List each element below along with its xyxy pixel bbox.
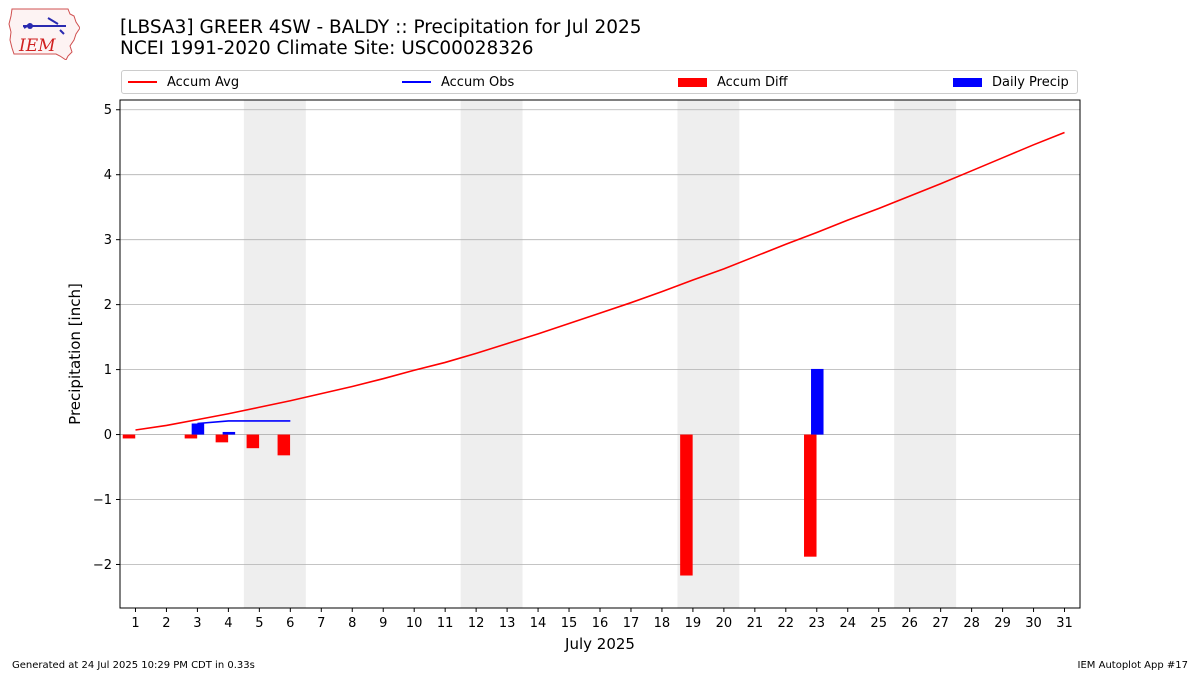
x-tick-label: 14 [530, 616, 547, 631]
legend-swatch-daily-precip [953, 77, 982, 87]
legend-item-daily-precip: Daily Precip [953, 74, 1069, 90]
x-tick-label: 1 [131, 616, 139, 631]
weekend-band-2 [460, 100, 523, 608]
y-tick-label: 3 [104, 233, 112, 248]
chart-title: [LBSA3] GREER 4SW - BALDY :: Precipitati… [120, 17, 642, 59]
y-tick-label: 5 [104, 103, 112, 118]
y-axis-label: Precipitation [inch] [66, 283, 84, 425]
legend-item-accum-diff: Accum Diff [678, 74, 788, 90]
x-tick-label: 17 [623, 616, 640, 631]
x-tick-label: 11 [437, 616, 454, 631]
legend-swatch-accum-avg [128, 81, 157, 83]
x-tick-label: 8 [348, 616, 356, 631]
x-tick-label: 19 [685, 616, 702, 631]
title-line-1: [LBSA3] GREER 4SW - BALDY :: Precipitati… [120, 17, 642, 38]
legend: Accum Avg Accum Obs Accum Diff Daily Pre… [121, 70, 1078, 94]
accum-diff-bar-day-4 [215, 434, 229, 443]
x-tick-label: 6 [286, 616, 294, 631]
y-tick-label: 1 [104, 363, 112, 378]
x-tick-label: 29 [994, 616, 1011, 631]
legend-swatch-accum-diff [678, 77, 707, 87]
app-label: IEM Autoplot App #17 [1077, 660, 1188, 671]
x-tick-label: 23 [809, 616, 826, 631]
x-tick-label: 30 [1025, 616, 1042, 631]
x-tick-label: 16 [592, 616, 609, 631]
accum-obs-line [197, 420, 291, 425]
accum-avg-line [135, 131, 1065, 431]
iem-logo: IEM [8, 8, 80, 60]
x-tick-label: 27 [932, 616, 949, 631]
y-tick-label: 4 [104, 168, 112, 183]
title-line-2: NCEI 1991-2020 Climate Site: USC00028326 [120, 38, 534, 59]
logo-text: IEM [18, 36, 56, 56]
y-tick-label: 2 [104, 298, 112, 313]
daily-precip-bar-day-23 [811, 368, 824, 435]
x-tick-label: 24 [839, 616, 856, 631]
y-tick-label: −1 [93, 493, 112, 508]
x-axis-label: July 2025 [564, 635, 635, 653]
y-tick-label: −2 [93, 558, 112, 573]
x-tick-label: 31 [1056, 616, 1073, 631]
x-tick-label: 22 [778, 616, 795, 631]
x-tick-label: 21 [747, 616, 764, 631]
x-tick-label: 28 [963, 616, 980, 631]
accum-diff-bar-day-3 [184, 434, 198, 439]
daily-precip-bar-day-3 [191, 423, 205, 435]
accum-diff-bar-day-23 [804, 434, 817, 557]
legend-label-accum-avg: Accum Avg [167, 74, 240, 90]
legend-label-accum-diff: Accum Diff [717, 74, 788, 90]
x-tick-label: 25 [870, 616, 887, 631]
x-tick-label: 12 [468, 616, 485, 631]
accum-diff-bar-day-5 [246, 434, 260, 449]
legend-swatch-accum-obs [402, 81, 431, 83]
x-tick-label: 15 [561, 616, 578, 631]
x-tick-label: 20 [716, 616, 733, 631]
accum-diff-bar-day-1 [122, 434, 136, 439]
x-tick-label: 5 [255, 616, 263, 631]
legend-label-daily-precip: Daily Precip [992, 74, 1069, 90]
x-tick-label: 3 [193, 616, 201, 631]
daily-precip-bar-day-4 [222, 431, 236, 435]
x-tick-label: 9 [379, 616, 387, 631]
x-tick-label: 26 [901, 616, 918, 631]
x-tick-label: 10 [406, 616, 423, 631]
x-tick-label: 4 [224, 616, 232, 631]
x-tick-label: 18 [654, 616, 671, 631]
legend-item-accum-obs: Accum Obs [402, 74, 514, 90]
accum-diff-bar-day-6 [277, 434, 291, 456]
y-tick-label: 0 [104, 428, 112, 443]
weekend-band-1 [243, 100, 306, 608]
weekend-band-4 [894, 100, 957, 608]
legend-item-accum-avg: Accum Avg [128, 74, 239, 90]
accum-diff-bar-day-19 [680, 434, 693, 576]
x-tick-label: 7 [317, 616, 325, 631]
legend-label-accum-obs: Accum Obs [441, 74, 515, 90]
x-tick-label: 2 [162, 616, 170, 631]
generated-timestamp: Generated at 24 Jul 2025 10:29 PM CDT in… [12, 660, 255, 671]
x-tick-label: 13 [499, 616, 516, 631]
